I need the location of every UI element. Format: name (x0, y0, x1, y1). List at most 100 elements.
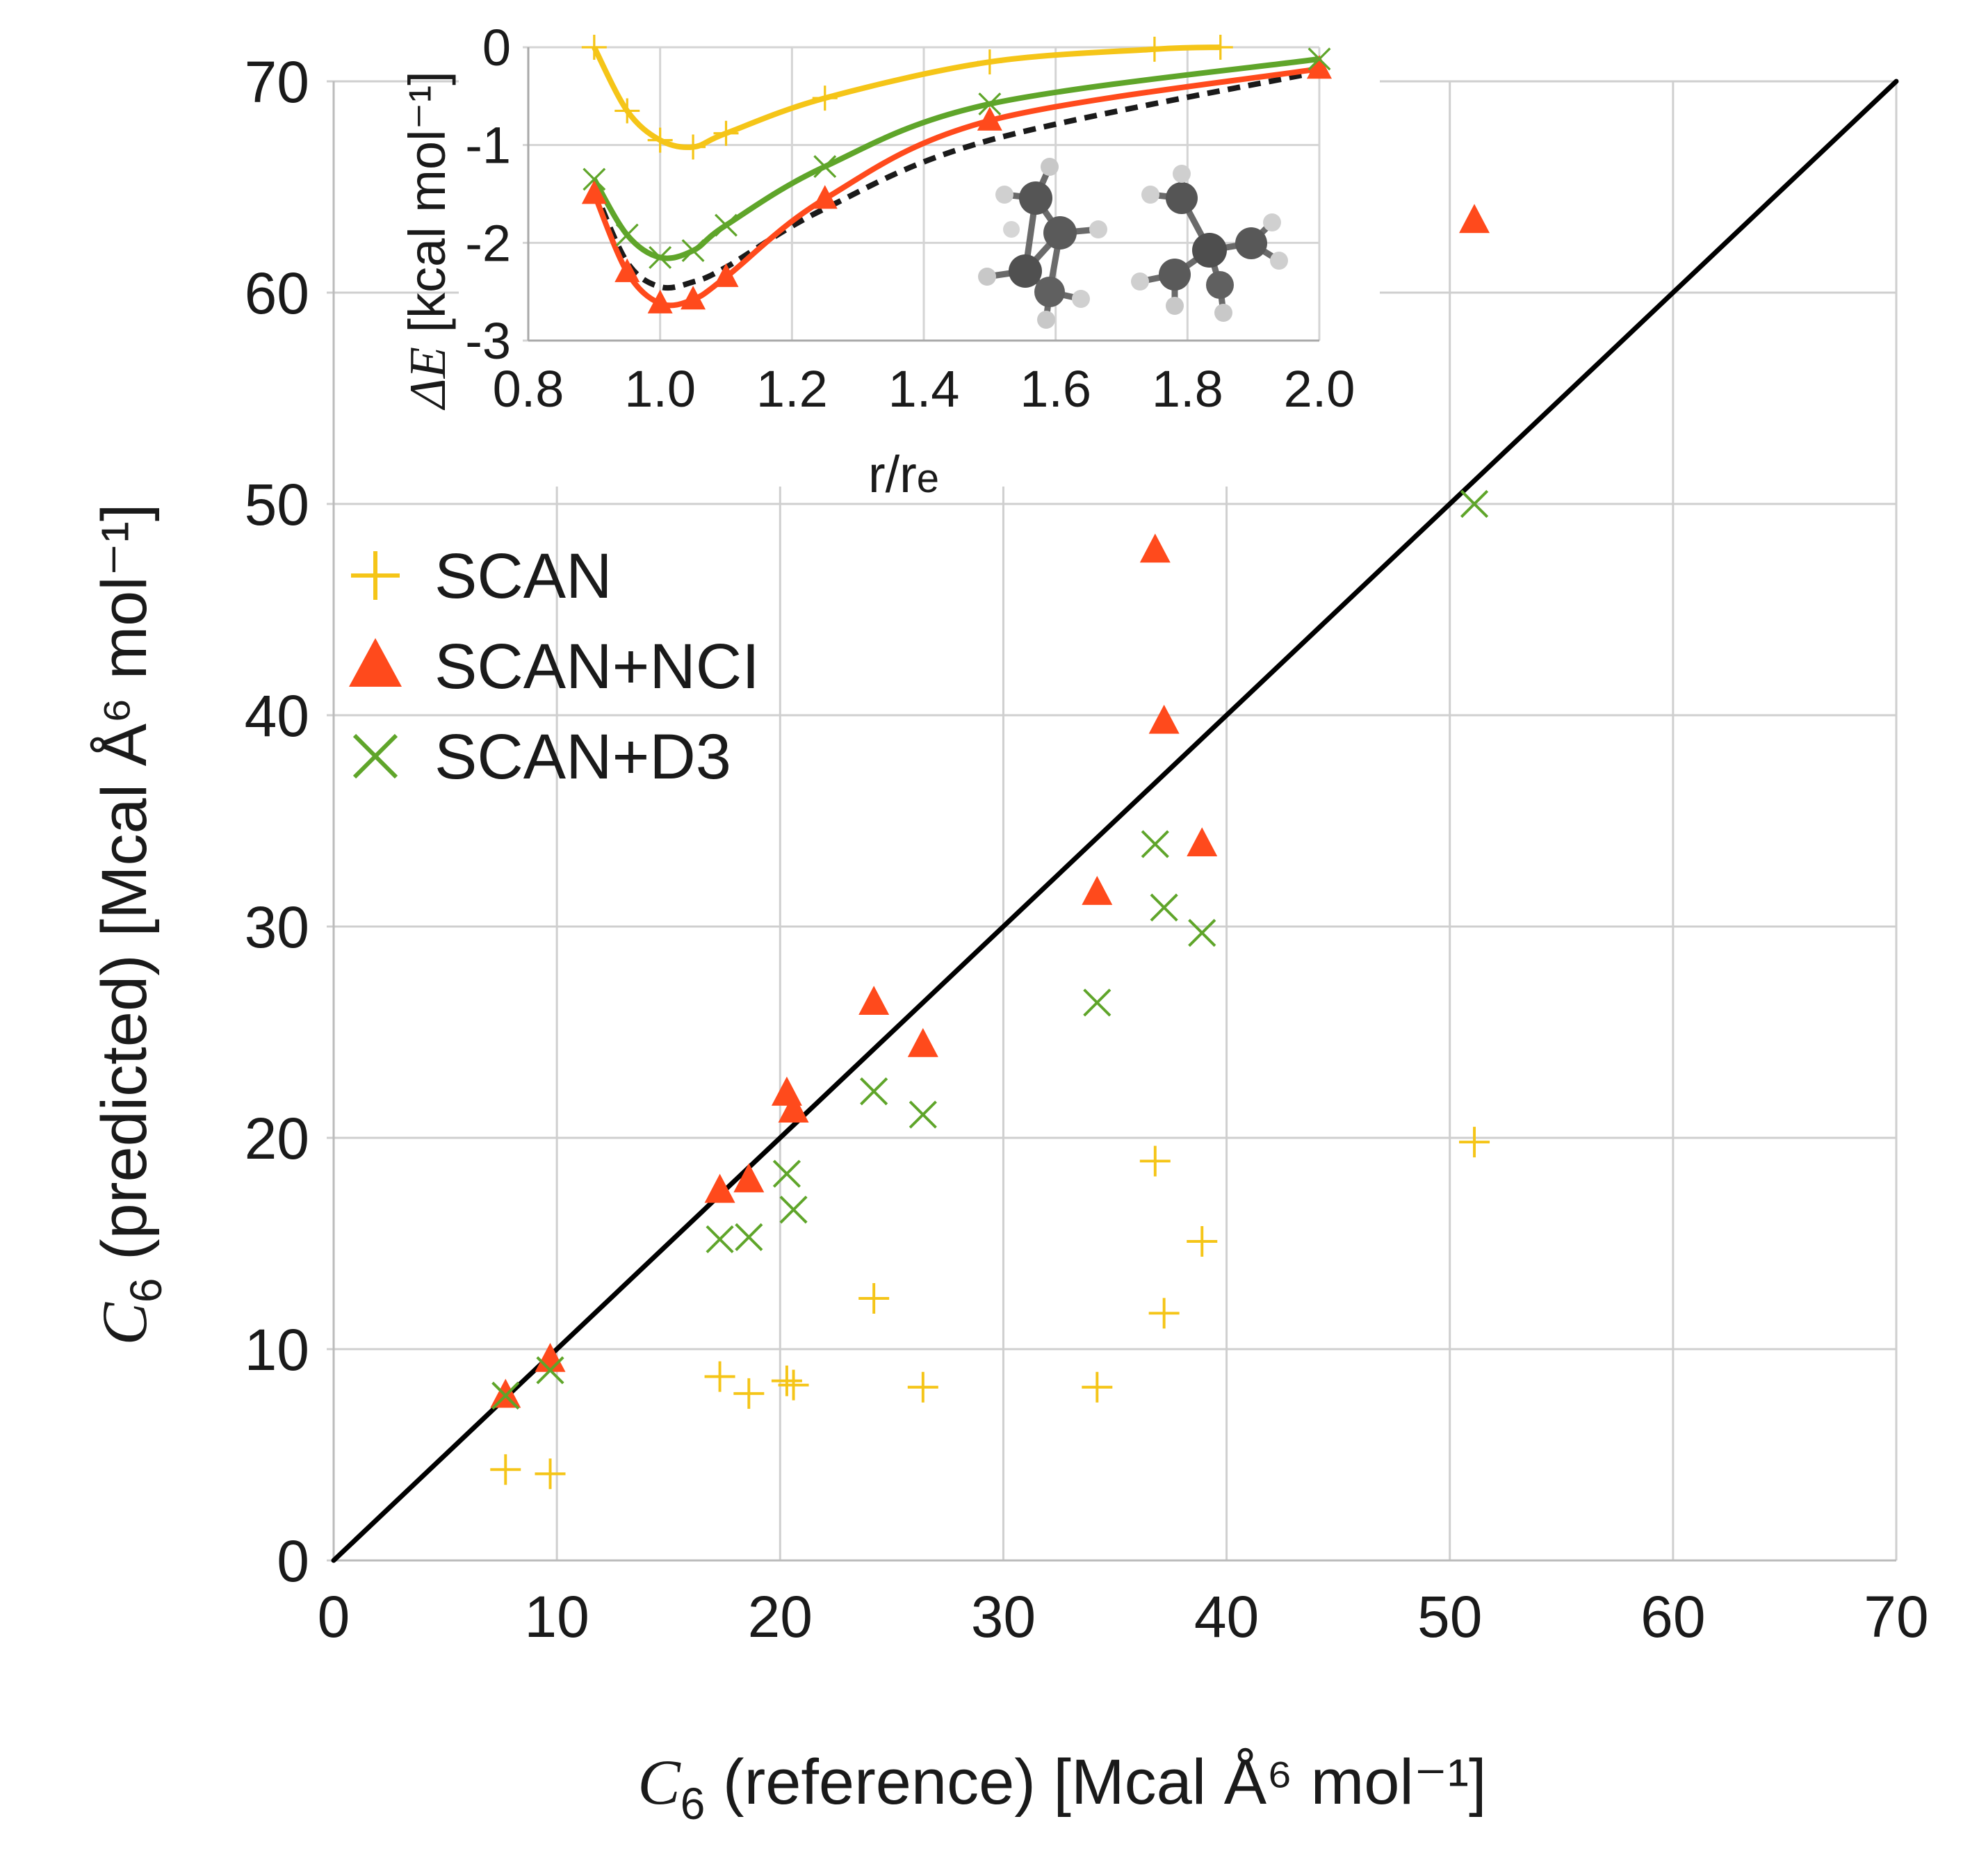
inset-point-scan-0 (581, 35, 607, 60)
inset-x-tick-0.8: 0.8 (493, 360, 564, 418)
inset-curve-scan-d3 (592, 56, 1320, 261)
inset-curve-reference (592, 69, 1320, 291)
main-point-scan-2 (704, 1361, 735, 1392)
inset-curves (592, 44, 1320, 309)
main-point-scan-nci-6 (858, 986, 890, 1015)
molecule-left-atoms (978, 158, 1107, 329)
inset-point-scan-2 (647, 127, 673, 153)
inset-point-scan-nci-4 (713, 263, 739, 287)
main-point-scan-d3-0 (491, 1381, 520, 1410)
inset-y-axis-title: ΔE [kcal mol⁻¹] (398, 71, 457, 410)
inset-y-tick-0: 0 (482, 19, 511, 76)
molecule-dimer-image (978, 158, 1288, 329)
inset-x-tick-1.4: 1.4 (888, 360, 960, 418)
inset-point-scan-8 (1207, 35, 1233, 60)
main-x-tick-30: 30 (971, 1584, 1036, 1649)
legend-item-scan-d3: SCAN+D3 (352, 721, 731, 792)
main-point-scan-nci-7 (907, 1027, 938, 1057)
inset-point-scan-d3-3 (681, 239, 705, 263)
inset-point-scan-d3-7 (1308, 47, 1331, 71)
inset-curve-scan-nci (592, 65, 1320, 309)
main-point-scan-nci-2 (704, 1173, 735, 1203)
inset-x-tick-1.0: 1.0 (624, 360, 696, 418)
main-point-scan-4 (771, 1365, 802, 1396)
main-x-tick-20: 20 (748, 1584, 813, 1649)
main-point-scan-8 (1082, 1371, 1113, 1403)
main-point-scan-d3-9 (1141, 830, 1169, 858)
main-point-scan-5 (778, 1369, 809, 1401)
main-point-scan-nci-3 (733, 1163, 765, 1193)
main-x-tick-10: 10 (524, 1584, 589, 1649)
inset-x-tick-2.0: 2.0 (1284, 360, 1355, 418)
main-point-scan-nci-12 (1459, 204, 1490, 234)
inset-point-scan-d3-1 (615, 223, 639, 247)
legend-marker-x (352, 733, 398, 779)
main-x-tick-50: 50 (1417, 1584, 1482, 1649)
inset-chart: 0.8 1.0 1.2 1.4 1.6 1.8 2.0 0 -1 -2 -3 (398, 0, 1380, 503)
inset-x-tick-1.6: 1.6 (1020, 360, 1091, 418)
inset-point-scan-nci-7 (1307, 55, 1332, 79)
inset-x-tick-1.2: 1.2 (756, 360, 828, 418)
legend-marker-triangle (349, 638, 402, 687)
main-x-tick-0: 0 (318, 1584, 350, 1649)
main-point-scan-d3-10 (1150, 893, 1178, 922)
inset-point-scan-3 (681, 134, 706, 160)
legend-marker-plus (351, 551, 400, 600)
main-point-scan-d3-2 (706, 1225, 734, 1254)
legend-label-scan-nci: SCAN+NCI (434, 631, 760, 702)
inset-point-scan-nci-2 (647, 289, 673, 313)
main-y-axis-title: C6 (predicted) [Mcal Å⁶ mol⁻¹] (89, 504, 171, 1346)
inset-data-points (581, 35, 1332, 313)
main-data-points (490, 204, 1490, 1490)
main-point-scan-d3-12 (1460, 489, 1489, 519)
main-point-scan-d3-4 (772, 1159, 801, 1188)
main-point-scan-11 (1187, 1225, 1218, 1257)
inset-x-tick-1.8: 1.8 (1152, 360, 1223, 418)
inset-point-scan-nci-1 (614, 258, 640, 282)
legend-label-scan-d3: SCAN+D3 (434, 721, 731, 792)
main-point-scan-nci-0 (490, 1378, 521, 1408)
inset-point-scan-nci-3 (681, 286, 706, 310)
inset-point-scan-d3-5 (813, 155, 837, 179)
main-point-scan-7 (907, 1371, 938, 1403)
legend-label-scan: SCAN (434, 541, 612, 612)
inset-point-scan-5 (812, 85, 838, 111)
main-point-scan-12 (1459, 1127, 1490, 1158)
main-y-tick-10: 10 (245, 1317, 309, 1382)
main-y-tick-0: 0 (277, 1528, 309, 1594)
inset-point-scan-d3-0 (583, 168, 606, 191)
inset-point-scan-nci-5 (812, 185, 838, 209)
main-point-scan-d3-11 (1188, 919, 1216, 947)
inset-series-scan (581, 35, 1233, 160)
main-point-scan-nci-8 (1082, 876, 1113, 905)
legend: SCAN SCAN+NCI SCAN+D3 (349, 541, 760, 792)
inset-point-scan-4 (713, 120, 739, 146)
main-x-tick-60: 60 (1640, 1584, 1705, 1649)
main-point-scan-nci-10 (1148, 704, 1180, 734)
main-point-scan-1 (535, 1458, 566, 1490)
inset-y-tick--2: -2 (465, 214, 511, 272)
inset-point-scan-d3-2 (649, 245, 672, 269)
inset-grid (523, 46, 1321, 342)
main-point-scan-d3-5 (779, 1196, 808, 1224)
main-point-scan-d3-1 (536, 1356, 564, 1385)
legend-item-scan: SCAN (351, 541, 612, 612)
main-point-scan-nci-9 (1139, 533, 1171, 563)
inset-x-axis-title: r/re (868, 446, 939, 503)
inset-y-tick--3: -3 (465, 312, 511, 370)
inset-point-scan-6 (977, 49, 1002, 75)
main-point-scan-10 (1148, 1298, 1180, 1329)
inset-curve-scan (592, 44, 1221, 150)
main-y-tick-30: 30 (245, 895, 309, 960)
main-point-scan-0 (490, 1454, 521, 1485)
main-series-scan (490, 1127, 1490, 1490)
main-series-scan-d3 (491, 489, 1489, 1410)
reference-line (331, 79, 1899, 1563)
main-point-scan-3 (733, 1378, 765, 1409)
inset-y-tick--1: -1 (465, 117, 511, 174)
inset-y-tick-labels: 0 -1 -2 -3 (465, 19, 511, 370)
main-point-scan-d3-7 (909, 1100, 937, 1129)
main-y-tick-labels: 0 10 20 30 40 50 60 70 (245, 49, 309, 1594)
main-x-tick-labels: 0 10 20 30 40 50 60 70 (318, 1584, 1929, 1649)
